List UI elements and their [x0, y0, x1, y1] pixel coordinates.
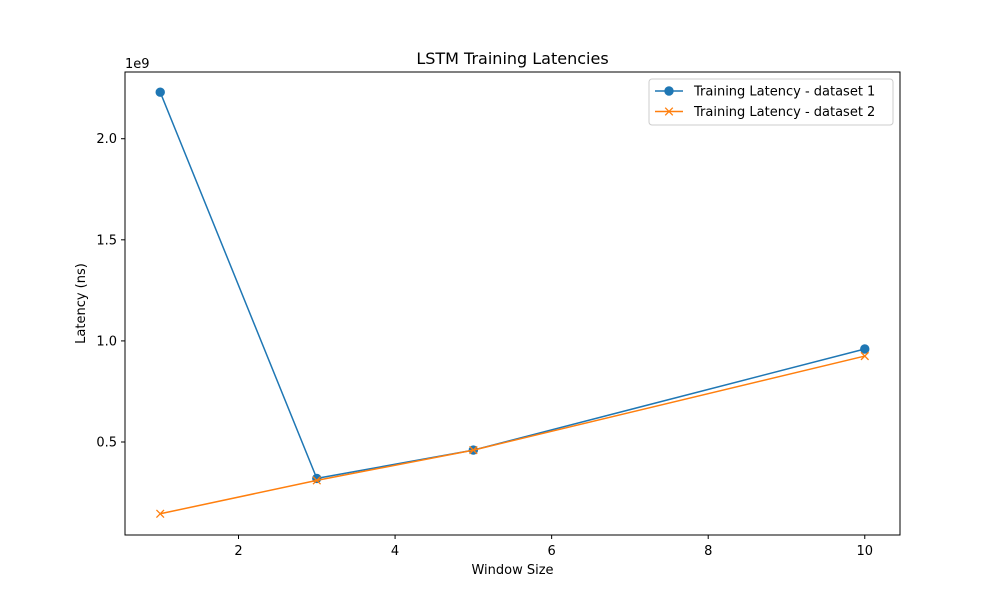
series-2: [155, 351, 870, 519]
data-point: [469, 445, 478, 455]
series-layer: [155, 87, 870, 519]
legend-entry: Training Latency - dataset 1: [655, 85, 875, 100]
y-tick-label: 1.0: [96, 334, 117, 349]
chart-title: LSTM Training Latencies: [416, 49, 608, 68]
x-tick-label: 2: [234, 544, 242, 559]
series-line: [159, 91, 865, 480]
legend-label: Training Latency - dataset 1: [693, 85, 875, 100]
data-point: [860, 351, 870, 361]
legend-label: Training Latency - dataset 2: [693, 105, 875, 120]
x-axis-label: Window Size: [471, 563, 553, 578]
legend-marker: [664, 107, 674, 116]
legend-marker: [664, 86, 674, 96]
y-tick-label: 1.5: [96, 233, 117, 248]
x-axis-ticks: 2 4 6 8 10: [234, 535, 873, 559]
y-axis-label: Latency (ns): [74, 263, 89, 344]
x-tick-label: 4: [391, 544, 399, 559]
data-point: [155, 87, 165, 97]
y-tick-label: 0.5: [96, 435, 117, 450]
data-point: [860, 344, 870, 354]
series-line: [160, 355, 865, 515]
legend-box: [648, 78, 894, 126]
x-tick-label: 8: [704, 544, 712, 559]
plot-area: [124, 71, 901, 536]
y-axis-ticks: 0.5 1.0 1.5 2.0: [96, 132, 125, 450]
x-tick-label: 10: [856, 544, 873, 559]
y-tick-label: 2.0: [96, 132, 117, 147]
x-tick-label: 6: [548, 544, 556, 559]
legend: Training Latency - dataset 1 Training Lat…: [648, 78, 894, 126]
legend-entry: Training Latency - dataset 2: [655, 105, 875, 120]
y-axis-offset-label: 1e9: [125, 57, 150, 72]
data-point: [312, 476, 322, 485]
data-point: [155, 509, 165, 519]
